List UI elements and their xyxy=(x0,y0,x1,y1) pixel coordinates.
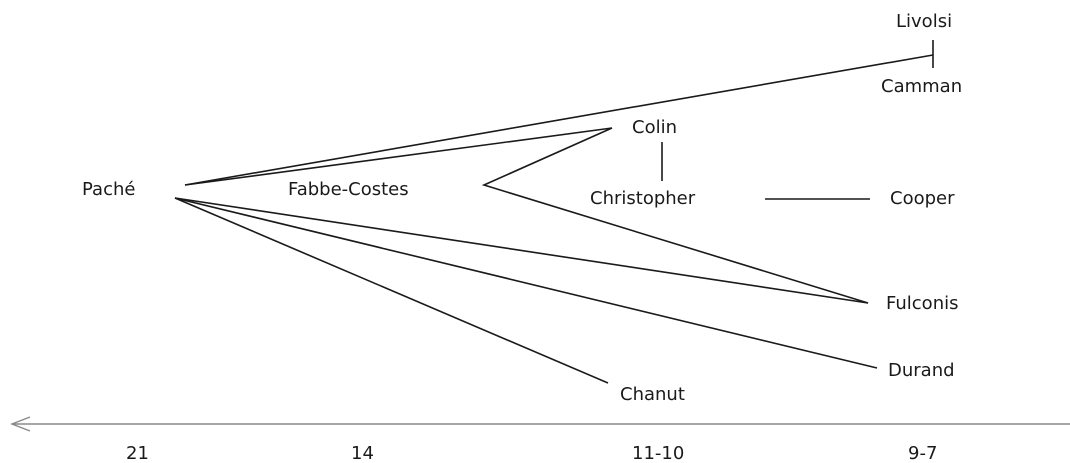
link-colin-fabbe-costes-fulconis xyxy=(481,127,869,304)
timeline-tick-9-7: 9-7 xyxy=(908,443,937,463)
author-durand: Durand xyxy=(888,360,955,381)
author-fabbe-costes: Fabbe-Costes xyxy=(288,179,409,200)
link-pache-durand xyxy=(174,197,878,369)
link-pache-colin xyxy=(184,127,613,186)
timeline-tick-14: 14 xyxy=(351,443,374,463)
timeline-tick-11-10: 11-10 xyxy=(632,443,684,463)
author-chanut: Chanut xyxy=(620,384,685,405)
author-camman: Camman xyxy=(881,76,962,97)
link-pache-fulconis xyxy=(174,197,869,304)
author-colin: Colin xyxy=(632,117,677,138)
author-fulconis: Fulconis xyxy=(886,293,958,314)
author-livolsi: Livolsi xyxy=(896,11,952,32)
author-christopher: Christopher xyxy=(590,188,696,209)
timeline-arrow-left-icon xyxy=(10,416,31,432)
author-pache: Paché xyxy=(82,179,135,200)
link-pache-livolsi-camman xyxy=(184,54,934,186)
link-pache-chanut xyxy=(174,197,609,384)
timeline-tick-21: 21 xyxy=(126,443,149,463)
author-cooper: Cooper xyxy=(890,188,955,209)
